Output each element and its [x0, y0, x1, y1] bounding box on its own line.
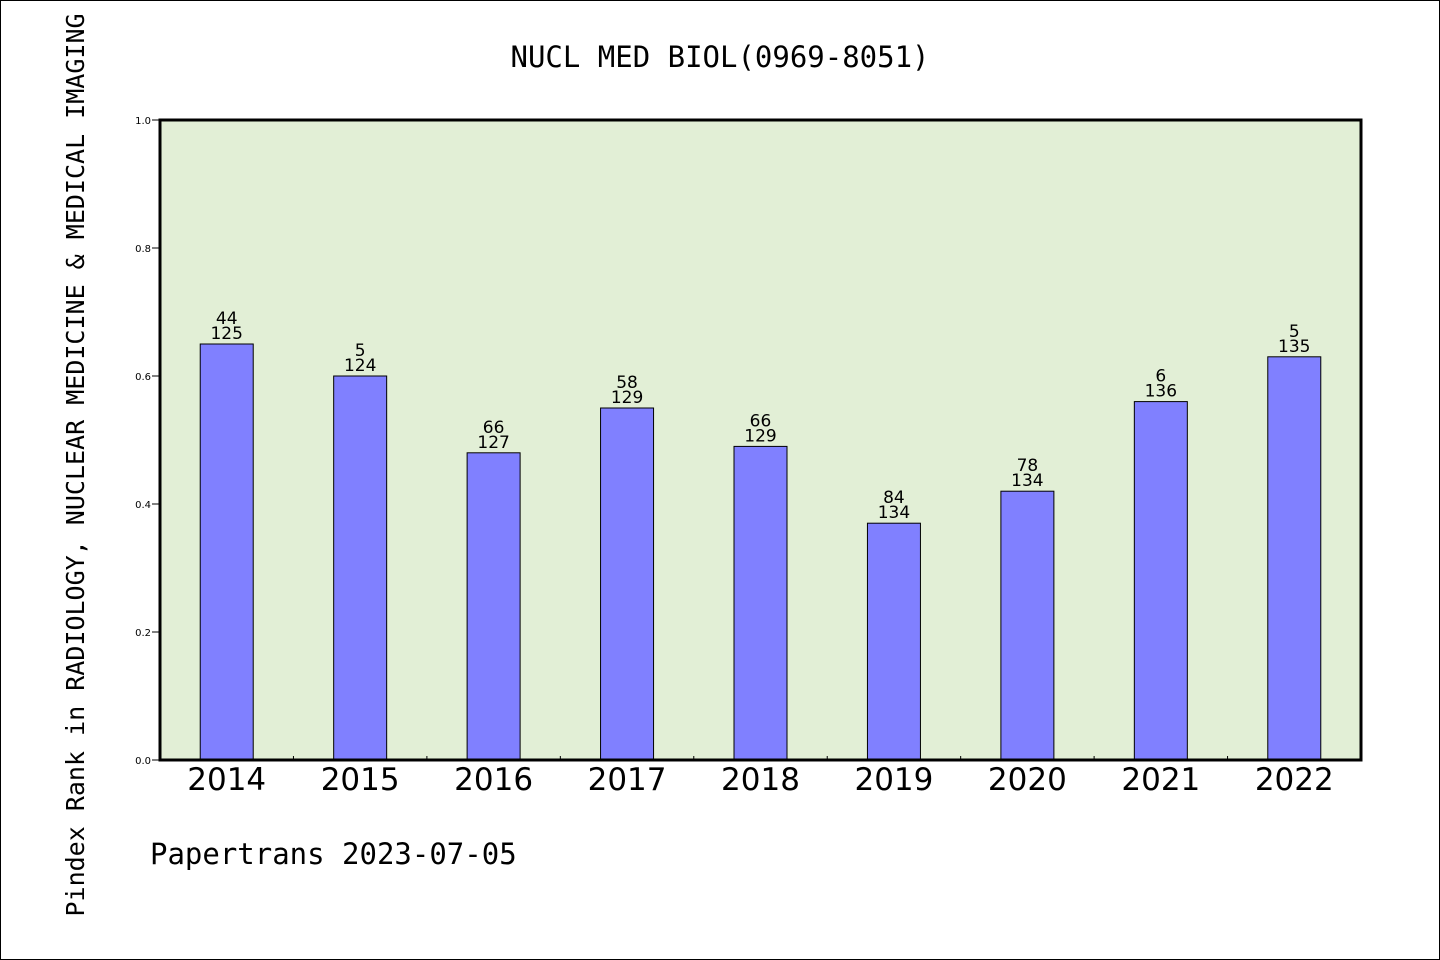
total-label-2021: 136	[1145, 382, 1177, 402]
total-label-2019: 134	[878, 503, 910, 523]
rank-label-2020: 78	[1017, 456, 1039, 476]
total-label-2014: 125	[210, 324, 242, 344]
y-axis-label: Pindex Rank in RADIOLOGY, NUCLEAR MEDICI…	[61, 13, 90, 916]
y-tick-label-0.8: 0.8	[135, 244, 151, 255]
bar-2022	[1267, 356, 1322, 761]
rank-label-2016: 66	[483, 418, 505, 438]
total-label-2020: 134	[1011, 471, 1043, 491]
x-axis: 2014 2015 2016 2017 2018 2019 2020 2021 2022	[187, 756, 1334, 798]
x-tick-label-2015: 2015	[321, 762, 400, 798]
rank-label-2018: 66	[750, 411, 772, 431]
x-tick-label-2022: 2022	[1255, 762, 1334, 798]
bar-2019	[866, 522, 921, 761]
rank-label-2014: 44	[216, 309, 238, 329]
rank-label-2022: 5	[1289, 322, 1300, 342]
bar-2021	[1133, 401, 1188, 761]
y-tick-label-0.6: 0.6	[135, 372, 151, 383]
bars-layer	[199, 343, 1322, 761]
bar-2014	[199, 343, 254, 761]
rank-label-2015: 5	[355, 341, 366, 361]
bar-2018	[733, 445, 788, 761]
x-tick-label-2018: 2018	[721, 762, 800, 798]
plot-border	[158, 118, 1363, 762]
bar-2020	[1000, 490, 1055, 761]
x-tick-label-2020: 2020	[988, 762, 1067, 798]
total-label-2015: 124	[344, 356, 376, 376]
data-labels-layer: 4412551246612758129661298413478134613651…	[210, 309, 1310, 523]
rank-label-2017: 58	[616, 373, 638, 393]
total-label-2022: 135	[1278, 337, 1310, 357]
x-tick-label-2021: 2021	[1121, 762, 1200, 798]
x-tick-label-2016: 2016	[454, 762, 533, 798]
x-tick-label-2014: 2014	[187, 762, 266, 798]
y-tick-label-0.2: 0.2	[135, 628, 151, 639]
x-tick-label-2019: 2019	[854, 762, 933, 798]
x-tick-label-2017: 2017	[588, 762, 667, 798]
total-label-2017: 129	[611, 388, 643, 408]
y-axis: 0.0 0.2 0.4 0.6 0.8 1.0	[135, 116, 160, 767]
total-label-2018: 129	[744, 426, 776, 446]
chart-title: NUCL MED BIOL(0969-8051)	[510, 40, 929, 74]
rank-label-2019: 84	[883, 488, 905, 508]
footer-credit: Papertrans 2023-07-05	[150, 837, 517, 871]
y-tick-label-0.0: 0.0	[135, 756, 151, 767]
bar-2015	[333, 375, 388, 761]
rank-label-2021: 6	[1155, 367, 1166, 387]
bar-2017	[600, 407, 655, 761]
y-tick-label-0.4: 0.4	[135, 500, 151, 511]
bar-2016	[466, 452, 521, 761]
y-tick-label-1.0: 1.0	[135, 116, 151, 127]
total-label-2016: 127	[477, 433, 509, 453]
